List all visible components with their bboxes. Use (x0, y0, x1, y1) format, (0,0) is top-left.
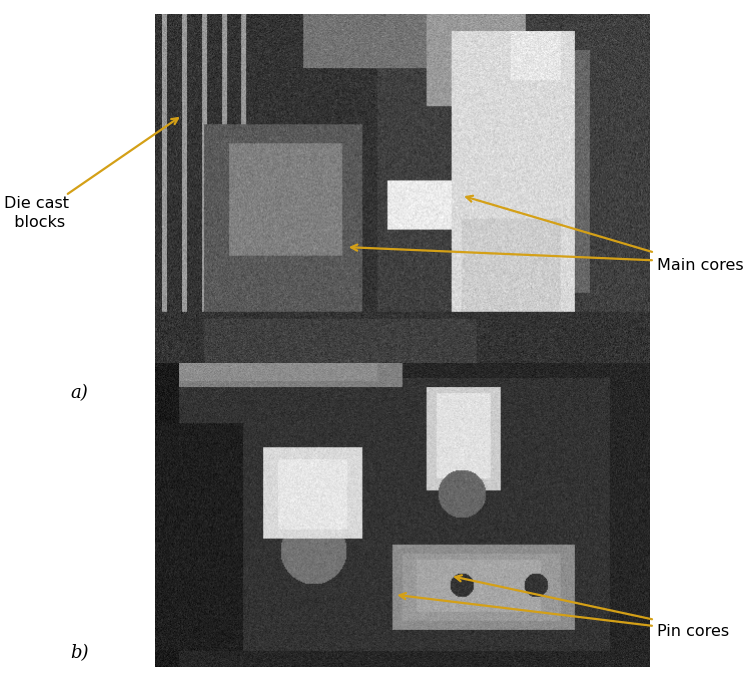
Text: Pin cores: Pin cores (657, 624, 729, 639)
Text: b): b) (71, 644, 89, 662)
Text: Main cores: Main cores (657, 258, 743, 273)
Text: Die cast
  blocks: Die cast blocks (4, 196, 68, 230)
Text: a): a) (71, 384, 89, 402)
